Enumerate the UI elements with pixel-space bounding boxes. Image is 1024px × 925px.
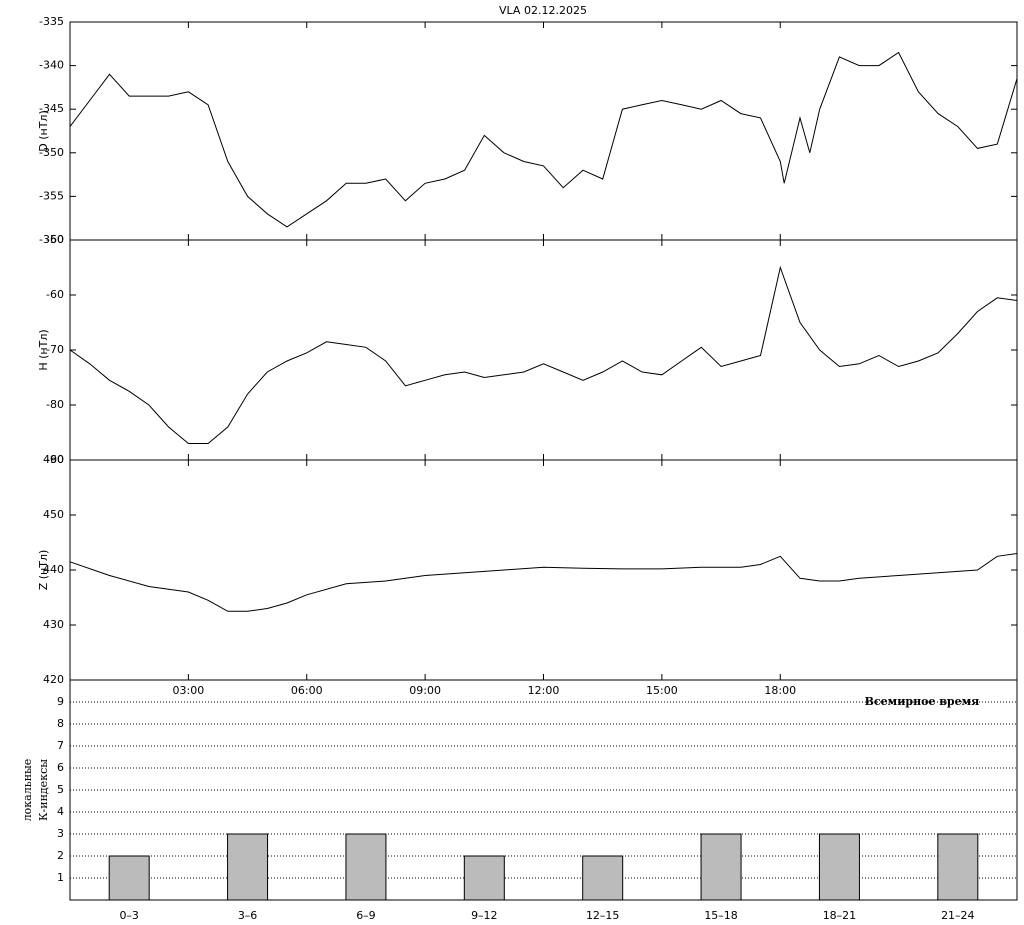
y-tick-label: -90: [46, 453, 64, 466]
y-tick-label: -355: [39, 189, 64, 202]
bar: [937, 833, 979, 901]
plot-frame: [69, 459, 1018, 681]
x-tick-label: 9–12: [471, 909, 498, 921]
x-tick-label: 15–18: [704, 909, 738, 921]
y-tick-label: 2: [57, 849, 64, 862]
x-tick-label: 12–15: [586, 909, 620, 921]
x-tick-label: 21–24: [941, 909, 975, 921]
y-tick-label: -50: [46, 233, 64, 246]
plot-frame: [69, 239, 1018, 461]
y-axis-label: H (нТл): [37, 329, 50, 370]
y-tick-label: 3: [57, 827, 64, 840]
plot-frame: [69, 21, 1018, 241]
x-tick-label: 0–3: [119, 909, 139, 921]
chart-title: VLA 02.12.2025: [499, 4, 587, 17]
data-line: [69, 265, 1018, 444]
y-tick-label: -345: [39, 102, 64, 115]
y-tick-label: 5: [57, 783, 64, 796]
y-tick-label: -360: [39, 233, 64, 246]
bar: [227, 833, 269, 901]
x-tick-label: 3–6: [238, 909, 258, 921]
y-axis-label: локальные: [21, 759, 34, 822]
x-tick-label: 03:00: [173, 684, 205, 697]
y-tick-label: 8: [57, 717, 64, 730]
x-tick-label: 6–9: [356, 909, 376, 921]
bar: [700, 833, 742, 901]
x-tick-label: 18–21: [823, 909, 857, 921]
y-tick-label: 1: [57, 871, 64, 884]
y-tick-label: -60: [46, 288, 64, 301]
y-tick-label: 9: [57, 695, 64, 708]
x-tick-label: 12:00: [528, 684, 560, 697]
y-tick-label: -340: [39, 59, 64, 72]
y-tick-label: 6: [57, 761, 64, 774]
bar: [345, 833, 387, 901]
y-tick-label: 430: [43, 618, 64, 631]
y-tick-label: -335: [39, 15, 64, 28]
y-tick-label: 4: [57, 805, 64, 818]
bar: [108, 855, 150, 901]
y-axis-label: Z (нТл): [37, 550, 50, 591]
y-axis-label: К-индексы: [37, 759, 50, 821]
bar: [463, 855, 505, 901]
y-tick-label: -80: [46, 398, 64, 411]
x-tick-label: 09:00: [409, 684, 441, 697]
bar: [818, 833, 860, 901]
y-tick-label: -350: [39, 146, 64, 159]
y-tick-label: 450: [43, 508, 64, 521]
y-tick-label: -70: [46, 343, 64, 356]
data-line: [69, 51, 1018, 228]
x-tick-label: 06:00: [291, 684, 323, 697]
data-line: [69, 553, 1018, 612]
x-tick-label: 15:00: [646, 684, 678, 697]
x-tick-label: 18:00: [764, 684, 796, 697]
bar: [582, 855, 624, 901]
y-tick-label: 460: [43, 453, 64, 466]
y-axis-label: D (нТл): [37, 110, 50, 152]
y-tick-label: 420: [43, 673, 64, 686]
y-tick-label: 7: [57, 739, 64, 752]
y-tick-label: 440: [43, 563, 64, 576]
